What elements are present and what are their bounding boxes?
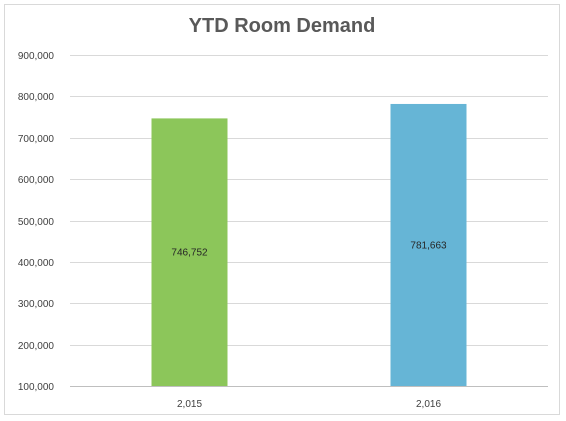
y-tick-label: 300,000 [18,299,55,310]
data-label: 781,663 [410,240,447,251]
bars [151,103,467,386]
data-label: 746,752 [171,248,208,259]
chart-area [4,4,560,415]
y-tick-label: 200,000 [18,341,55,352]
y-tick-label: 900,000 [18,51,55,62]
gridlines [70,55,548,387]
y-tick-label: 500,000 [18,217,55,228]
x-axis-tick-labels: 2,015 2,016 [177,399,441,410]
y-tick-label: 400,000 [18,258,55,269]
bar-2015 [151,118,228,386]
chart-title: YTD Room Demand [189,15,376,37]
y-tick-label: 700,000 [18,134,55,145]
x-tick-label: 2,015 [177,399,202,410]
data-labels: 746,752 781,663 [171,240,447,258]
y-tick-label: 800,000 [18,92,55,103]
y-tick-label: 600,000 [18,175,55,186]
y-axis-tick-labels: 100,000 200,000 300,000 400,000 500,000 600,0… [18,51,55,393]
x-tick-label: 2,016 [416,399,441,410]
bar-2016 [390,103,467,386]
y-tick-label: 100,000 [18,382,55,393]
